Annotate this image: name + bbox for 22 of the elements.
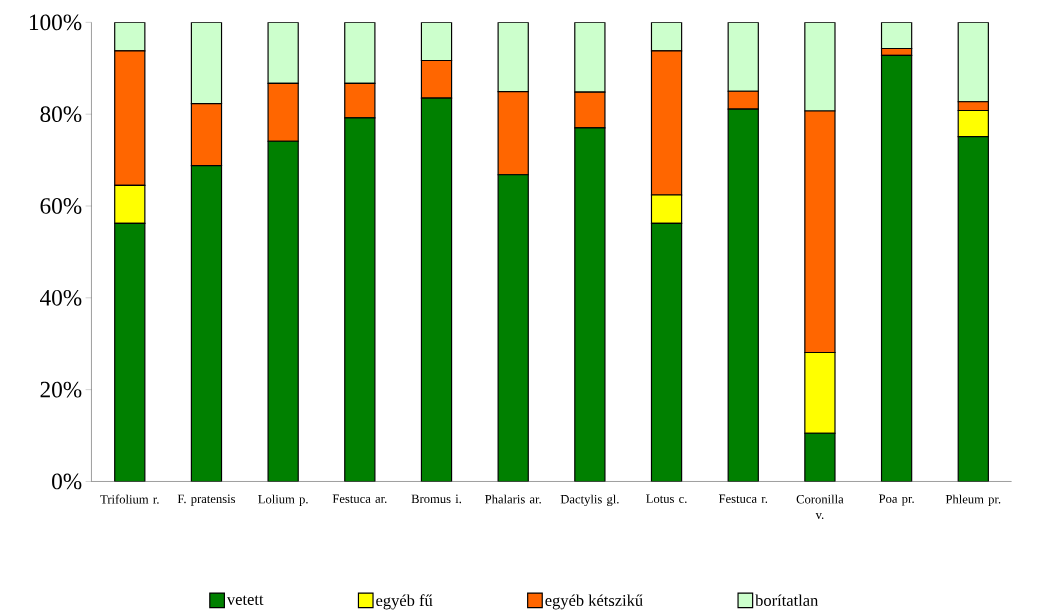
x-tick-label: Poa pr. <box>878 494 914 506</box>
x-tick-label: Phalaris ar. <box>485 494 541 504</box>
legend-label: egyéb fű <box>376 594 433 610</box>
x-tick-label: Phleum pr. <box>945 494 1001 507</box>
y-tick-label: 60% <box>40 198 82 215</box>
x-tick-label: Festuca r. <box>718 494 768 504</box>
y-tick-label: 0% <box>52 473 82 490</box>
x-tick-label: F. pratensis <box>177 494 236 506</box>
x-tick-label: Dactylis gl. <box>560 494 619 507</box>
x-tick-label: Lotus c. <box>646 494 687 504</box>
legend-label: egyéb kétszikű <box>545 594 643 610</box>
x-tick-label: Trifolium r. <box>100 494 159 504</box>
x-tick-label: Festuca ar. <box>332 494 387 504</box>
y-tick-label: 20% <box>40 381 82 398</box>
x-tick-label: Coronilla v. <box>796 494 844 520</box>
legend-label: borítatlan <box>755 594 819 607</box>
x-tick-label: Bromus i. <box>411 494 462 504</box>
y-tick-label: 80% <box>40 106 82 123</box>
y-tick-label: 100% <box>29 14 82 31</box>
x-tick-label: Lolium p. <box>258 494 308 507</box>
y-tick-label: 40% <box>40 290 82 306</box>
legend-label: vetett <box>226 595 264 606</box>
